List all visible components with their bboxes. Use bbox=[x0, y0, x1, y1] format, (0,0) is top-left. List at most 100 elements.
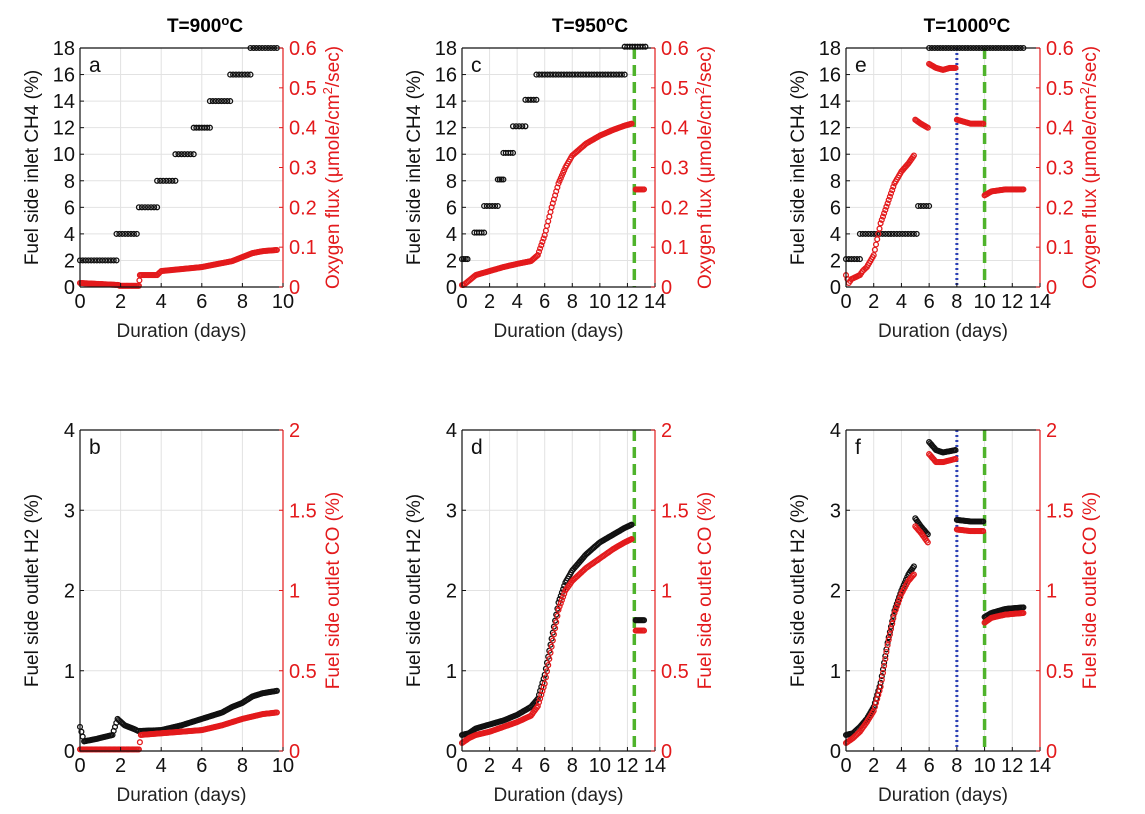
y-right-tick-label: 0.6 bbox=[289, 38, 317, 60]
data-point bbox=[91, 257, 98, 264]
y-axis-label-right: Oxygen flux (μmole/cm2/sec) bbox=[320, 46, 345, 289]
series-right-5 bbox=[981, 186, 1027, 199]
x-tick-label: 6 bbox=[539, 755, 550, 777]
data-point bbox=[227, 98, 234, 105]
data-point bbox=[882, 655, 889, 663]
y-left-tick-label: 6 bbox=[830, 197, 841, 219]
y-left-tick-label: 12 bbox=[819, 118, 841, 140]
y-left-tick-label: 0 bbox=[64, 277, 75, 299]
data-point bbox=[640, 186, 648, 193]
data-point bbox=[558, 597, 565, 604]
y-left-tick-label: 2 bbox=[446, 581, 457, 603]
data-point bbox=[885, 196, 892, 204]
data-point bbox=[889, 618, 896, 625]
data-point bbox=[889, 187, 896, 194]
data-point bbox=[952, 447, 959, 454]
panels: 0 2 4 6 8 1002468101214161800.10.20.30.40.50.… bbox=[22, 38, 1101, 806]
data-point bbox=[890, 615, 897, 622]
data-point bbox=[113, 257, 120, 264]
data-point bbox=[238, 71, 245, 78]
data-point bbox=[538, 71, 546, 78]
y-left-tick-label: 3 bbox=[830, 500, 841, 522]
data-point bbox=[881, 210, 888, 217]
x-tick-label: 6 bbox=[196, 291, 207, 313]
data-point bbox=[138, 204, 145, 211]
x-tick-label: 10 bbox=[589, 755, 611, 777]
x-tick-label: 4 bbox=[512, 291, 523, 313]
data-point bbox=[221, 98, 228, 105]
y-left-tick-label: 10 bbox=[53, 144, 75, 166]
data-point bbox=[547, 71, 554, 78]
data-point bbox=[856, 256, 863, 263]
data-point bbox=[494, 176, 501, 183]
data-point bbox=[848, 256, 855, 263]
data-point bbox=[574, 71, 581, 78]
title-t1000: T=1000oC bbox=[924, 13, 1011, 38]
data-point bbox=[561, 590, 568, 597]
data-point bbox=[135, 204, 142, 211]
y-left-tick-label: 16 bbox=[53, 65, 75, 87]
data-point bbox=[127, 230, 135, 237]
y-axis-label-left: Fuel side outlet H2 (%) bbox=[22, 494, 43, 687]
data-point bbox=[535, 699, 543, 706]
data-point bbox=[884, 200, 891, 207]
data-point bbox=[209, 98, 216, 105]
data-point bbox=[130, 230, 137, 237]
data-point bbox=[154, 204, 161, 211]
data-point bbox=[537, 245, 544, 252]
series-right-1 bbox=[842, 152, 917, 287]
data-point bbox=[227, 71, 234, 78]
data-point bbox=[920, 202, 927, 210]
panel-letter: a bbox=[89, 54, 101, 77]
data-point bbox=[926, 202, 933, 210]
x-axis-label: Duration (days) bbox=[494, 321, 624, 342]
y-left-tick-label: 12 bbox=[435, 118, 457, 140]
data-point bbox=[879, 669, 887, 676]
panel-letter: b bbox=[89, 436, 101, 459]
series-right-2 bbox=[632, 186, 648, 193]
data-point bbox=[537, 695, 544, 702]
data-point bbox=[560, 593, 567, 600]
panel-e: 0 2 4 6 8 10 12 1402468101214161800.10.20.30.40… bbox=[788, 38, 1101, 342]
y-right-tick-label: 0.4 bbox=[1046, 118, 1074, 140]
data-point bbox=[151, 204, 158, 211]
data-point bbox=[594, 71, 601, 78]
y-left-tick-label: 1 bbox=[830, 661, 841, 683]
data-point bbox=[580, 71, 587, 78]
data-point bbox=[212, 98, 219, 105]
panel-c: 0 2 4 6 8 10 12 1402468101214161800.10.20.30.40… bbox=[404, 38, 716, 342]
data-point bbox=[553, 619, 560, 626]
y-left-tick-label: 4 bbox=[830, 224, 841, 246]
y-right-tick-label: 0 bbox=[661, 277, 672, 299]
x-tick-label: 6 bbox=[924, 291, 935, 313]
data-point bbox=[859, 230, 866, 237]
data-point bbox=[875, 230, 882, 237]
data-point bbox=[486, 202, 493, 210]
data-point bbox=[980, 528, 987, 535]
data-point bbox=[885, 636, 892, 643]
data-point bbox=[135, 746, 142, 753]
data-point bbox=[481, 202, 488, 210]
data-point bbox=[166, 177, 173, 184]
data-point bbox=[172, 151, 179, 158]
y-left-tick-label: 8 bbox=[830, 171, 841, 193]
y-right-tick-label: 0 bbox=[1046, 741, 1057, 763]
data-point bbox=[464, 256, 471, 263]
data-point bbox=[560, 71, 568, 78]
x-tick-label: 8 bbox=[567, 755, 578, 777]
data-point bbox=[119, 230, 126, 237]
data-point bbox=[558, 71, 565, 78]
data-point bbox=[862, 230, 869, 237]
data-point bbox=[628, 536, 635, 543]
series-left-0 bbox=[458, 43, 649, 263]
data-point bbox=[507, 149, 514, 156]
x-tick-label: 14 bbox=[1029, 291, 1051, 313]
data-point bbox=[516, 123, 523, 130]
y-right-tick-label: 0.5 bbox=[1046, 661, 1074, 683]
data-point bbox=[881, 662, 888, 669]
data-point bbox=[640, 617, 648, 624]
data-point bbox=[548, 643, 555, 650]
data-point bbox=[492, 202, 499, 210]
data-point bbox=[889, 620, 896, 627]
x-tick-label: 8 bbox=[237, 291, 248, 313]
